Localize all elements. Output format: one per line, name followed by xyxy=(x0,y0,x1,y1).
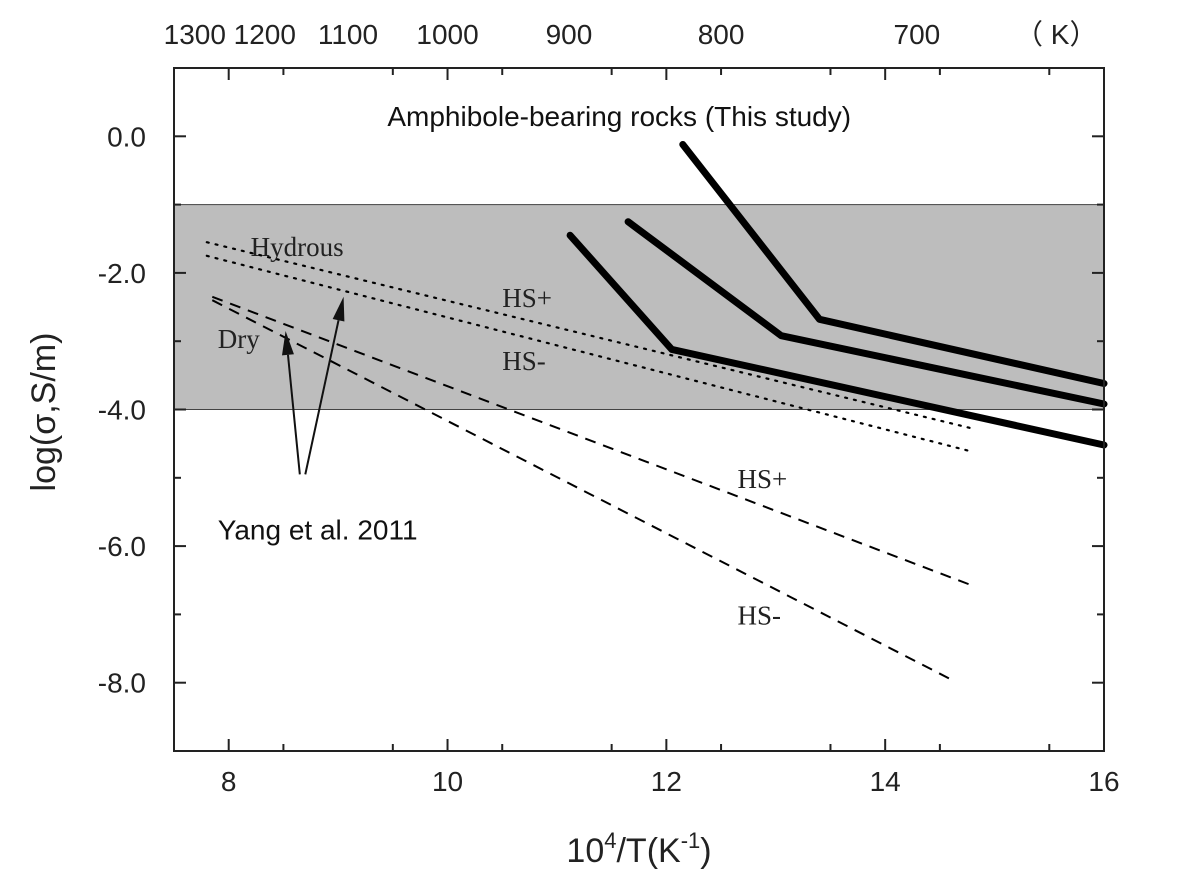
y-tick-label: -6.0 xyxy=(98,531,146,562)
annotation-arrow-shaft xyxy=(304,320,340,475)
annotation-arrow-head xyxy=(332,296,345,322)
series-line-dashed-6 xyxy=(211,295,974,587)
series-line-solid-3 xyxy=(566,231,1108,449)
x-axis-title: 104/T(K-1) xyxy=(566,828,711,870)
annotation-label: HS+ xyxy=(737,464,787,494)
top-tick-label: 1000 xyxy=(416,19,478,50)
annotation-label: Yang et al. 2011 xyxy=(218,514,418,545)
annotation-label: HS- xyxy=(737,601,781,631)
x-axis-title-sup1: 4 xyxy=(604,828,616,853)
top-tick-label: 800 xyxy=(698,19,745,50)
y-tick-label: -4.0 xyxy=(98,395,146,426)
annotation-label: Amphibole-bearing rocks (This study) xyxy=(387,101,851,132)
series-line-solid-1 xyxy=(679,141,1108,387)
series-line-dotted-4 xyxy=(205,241,974,430)
annotation-label: Hydrous xyxy=(251,232,344,262)
series-line-solid-2 xyxy=(624,218,1108,408)
x-axis-title-sup2: -1 xyxy=(681,828,701,853)
annotation-label: HS- xyxy=(502,346,546,376)
x-tick-label: 14 xyxy=(870,766,901,797)
series-line-dotted-5 xyxy=(205,254,974,453)
shaded-band xyxy=(173,204,1105,410)
top-axis-unit: （ K） xyxy=(1015,19,1097,50)
series-layer xyxy=(205,141,1108,681)
annotation-label: HS+ xyxy=(502,283,552,313)
y-tick-label: 0.0 xyxy=(107,121,146,152)
x-tick-label: 8 xyxy=(221,766,237,797)
y-tick-label: -2.0 xyxy=(98,258,146,289)
tick-labels-layer: 8 10 12 14 16 0.0 -2.0 -4.0 -6.0 -8.0 1300 1200 1100… xyxy=(98,19,1120,797)
arrow-layer xyxy=(281,296,345,475)
top-tick-label: 1200 xyxy=(234,19,296,50)
x-tick-label: 16 xyxy=(1088,766,1119,797)
annotation-arrow-shaft xyxy=(286,354,301,475)
y-tick-label: -8.0 xyxy=(98,668,146,699)
x-tick-label: 12 xyxy=(651,766,682,797)
top-tick-label: 1300 xyxy=(164,19,226,50)
ticks-layer xyxy=(173,67,1105,752)
top-tick-label: 1100 xyxy=(318,19,378,50)
shaded-band-layer xyxy=(173,204,1105,410)
series-line-dashed-7 xyxy=(211,299,952,681)
annotation-label: Dry xyxy=(218,324,260,354)
annotations-layer: Amphibole-bearing rocks (This study) Hydr… xyxy=(218,101,851,631)
x-axis-title-mid: /T(K xyxy=(616,832,681,870)
annotation-arrow-head xyxy=(281,330,294,356)
x-axis-title-end: ) xyxy=(700,832,711,870)
y-axis-title: log(σ,S/m) xyxy=(25,333,63,492)
top-tick-label: 700 xyxy=(894,19,941,50)
top-tick-label: 900 xyxy=(546,19,593,50)
x-axis-title-base: 10 xyxy=(566,832,604,870)
x-tick-label: 10 xyxy=(432,766,463,797)
